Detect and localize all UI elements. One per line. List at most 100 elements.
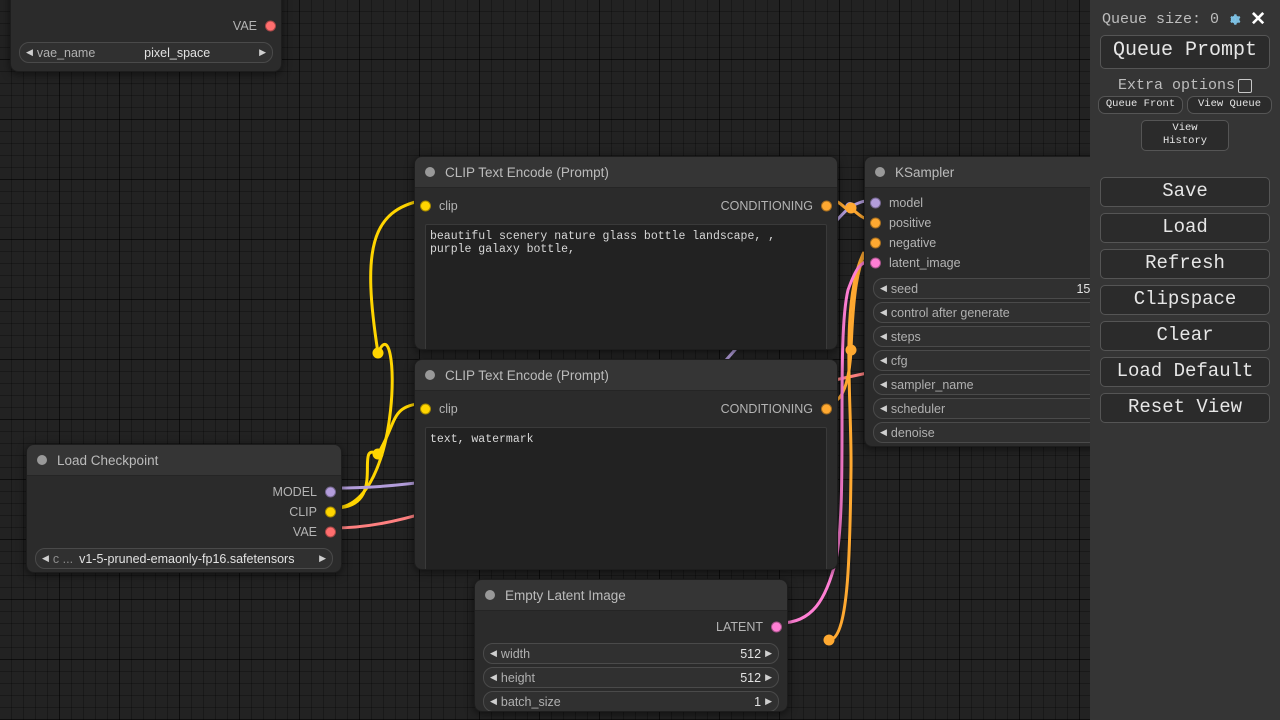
port-latent[interactable] <box>771 621 782 633</box>
output-label: VAE <box>292 525 317 539</box>
view-history-line1: View <box>1172 122 1198 134</box>
widget-label: vae_name <box>36 45 96 60</box>
output-slot-vae[interactable]: VAE <box>11 16 281 36</box>
clear-button[interactable]: Clear <box>1100 321 1270 351</box>
widget-value: 512 <box>740 670 762 685</box>
node-header[interactable]: Empty Latent Image <box>475 580 787 611</box>
input-slot-negative[interactable]: negative <box>865 233 1165 253</box>
node-clip-text-encode-positive[interactable]: CLIP Text Encode (Prompt) clip CONDITION… <box>414 156 838 350</box>
widget-batch-size[interactable]: ◀ batch_size 1 ▶ <box>483 691 779 711</box>
widget-cfg[interactable]: ◀ cfg <box>873 350 1157 371</box>
load-default-button[interactable]: Load Default <box>1100 357 1270 387</box>
port-vae[interactable] <box>325 526 336 538</box>
queue-prompt-button[interactable]: Queue Prompt <box>1100 35 1270 69</box>
comfy-menu-panel: Queue size: 0 ✕ Queue Prompt Extra optio… <box>1090 0 1280 720</box>
widget-vae-name[interactable]: ◀ vae_name pixel_space ▶ <box>19 42 273 63</box>
chevron-right-icon[interactable]: ▶ <box>319 553 326 563</box>
port-clip[interactable] <box>420 403 431 415</box>
widget-sampler-name[interactable]: ◀ sampler_name <box>873 374 1157 395</box>
extra-options-row[interactable]: Extra options <box>1100 77 1270 94</box>
load-button[interactable]: Load <box>1100 213 1270 243</box>
refresh-button[interactable]: Refresh <box>1100 249 1270 279</box>
node-empty-latent-image[interactable]: Empty Latent Image LATENT ◀ width 512 ▶ … <box>474 579 788 712</box>
output-slot-model[interactable]: MODEL <box>27 482 341 502</box>
chevron-left-icon[interactable]: ◀ <box>490 696 497 706</box>
port-vae[interactable] <box>265 20 276 32</box>
port-latent-image[interactable] <box>870 257 881 269</box>
reset-view-button[interactable]: Reset View <box>1100 393 1270 423</box>
widget-value: pixel_space <box>144 45 211 60</box>
chevron-right-icon[interactable]: ▶ <box>765 672 772 682</box>
chevron-left-icon[interactable]: ◀ <box>26 47 33 57</box>
chevron-left-icon[interactable]: ◀ <box>880 427 887 437</box>
widget-ckpt-name[interactable]: ◀ c ... v1-5-pruned-emaonly-fp16.safeten… <box>35 548 333 569</box>
clipspace-button[interactable]: Clipspace <box>1100 285 1270 315</box>
widget-steps[interactable]: ◀ steps <box>873 326 1157 347</box>
widget-value: v1-5-pruned-emaonly-fp16.safetensors <box>79 551 295 566</box>
input-slot-positive[interactable]: positive <box>865 213 1165 233</box>
chevron-left-icon[interactable]: ◀ <box>880 283 887 293</box>
view-queue-button[interactable]: View Queue <box>1187 96 1272 114</box>
widget-value: 1 <box>754 694 762 709</box>
chevron-left-icon[interactable]: ◀ <box>880 379 887 389</box>
widget-label: cfg <box>890 353 908 368</box>
output-slot-vae[interactable]: VAE <box>27 522 341 542</box>
extra-options-label: Extra options <box>1117 77 1236 94</box>
input-label-clip: clip <box>439 199 458 213</box>
port-model[interactable] <box>325 486 336 498</box>
close-icon[interactable]: ✕ <box>1250 9 1266 30</box>
input-slot-latent-image[interactable]: latent_image <box>865 253 1165 273</box>
chevron-right-icon[interactable]: ▶ <box>765 696 772 706</box>
collapse-dot-icon[interactable] <box>485 590 495 600</box>
chevron-left-icon[interactable]: ◀ <box>42 553 49 563</box>
widget-label: seed <box>890 281 919 296</box>
node-header[interactable]: CLIP Text Encode (Prompt) <box>415 157 837 188</box>
queue-size-label: Queue size: 0 <box>1102 11 1220 28</box>
extra-options-checkbox[interactable] <box>1238 78 1253 93</box>
output-slot-clip[interactable]: CLIP <box>27 502 341 522</box>
collapse-dot-icon[interactable] <box>425 370 435 380</box>
node-header[interactable]: Load Checkpoint <box>27 445 341 476</box>
widget-scheduler[interactable]: ◀ scheduler <box>873 398 1157 419</box>
port-model[interactable] <box>870 197 881 209</box>
chevron-left-icon[interactable]: ◀ <box>880 403 887 413</box>
node-clip-text-encode-negative[interactable]: CLIP Text Encode (Prompt) clip CONDITION… <box>414 359 838 570</box>
collapse-dot-icon[interactable] <box>37 455 47 465</box>
widget-height[interactable]: ◀ height 512 ▶ <box>483 667 779 688</box>
save-button[interactable]: Save <box>1100 177 1270 207</box>
output-slot-latent[interactable]: LATENT <box>475 617 787 637</box>
port-negative[interactable] <box>870 237 881 249</box>
node-load-checkpoint[interactable]: Load Checkpoint MODEL CLIP VAE ◀ c ... v… <box>26 444 342 573</box>
port-conditioning[interactable] <box>821 403 832 415</box>
view-history-button[interactable]: View History <box>1141 120 1229 151</box>
collapse-dot-icon[interactable] <box>425 167 435 177</box>
port-positive[interactable] <box>870 217 881 229</box>
collapse-dot-icon[interactable] <box>875 167 885 177</box>
chevron-left-icon[interactable]: ◀ <box>490 648 497 658</box>
port-conditioning[interactable] <box>821 200 832 212</box>
port-clip[interactable] <box>420 200 431 212</box>
chevron-left-icon[interactable]: ◀ <box>880 355 887 365</box>
port-clip[interactable] <box>325 506 336 518</box>
input-slot-model[interactable]: model <box>865 193 1165 213</box>
widget-label: batch_size <box>500 694 561 709</box>
widget-value: 512 <box>740 646 762 661</box>
chevron-right-icon[interactable]: ▶ <box>765 648 772 658</box>
queue-front-button[interactable]: Queue Front <box>1098 96 1183 114</box>
gear-icon[interactable] <box>1225 11 1242 28</box>
chevron-left-icon[interactable]: ◀ <box>490 672 497 682</box>
chevron-right-icon[interactable]: ▶ <box>259 47 266 57</box>
node-header[interactable]: CLIP Text Encode (Prompt) <box>415 360 837 391</box>
input-label: latent_image <box>889 256 961 270</box>
prompt-textarea[interactable]: beautiful scenery nature glass bottle la… <box>425 224 827 349</box>
widget-width[interactable]: ◀ width 512 ▶ <box>483 643 779 664</box>
chevron-left-icon[interactable]: ◀ <box>880 331 887 341</box>
output-label: CLIP <box>289 505 317 519</box>
chevron-left-icon[interactable]: ◀ <box>880 307 887 317</box>
node-vae-loader[interactable]: VAE ◀ vae_name pixel_space ▶ <box>10 0 282 72</box>
node-body: MODEL CLIP VAE ◀ c ... v1-5-pruned-emaon… <box>27 476 341 572</box>
output-label: VAE <box>232 19 257 33</box>
node-title: CLIP Text Encode (Prompt) <box>445 367 609 383</box>
prompt-textarea[interactable]: text, watermark <box>425 427 827 569</box>
